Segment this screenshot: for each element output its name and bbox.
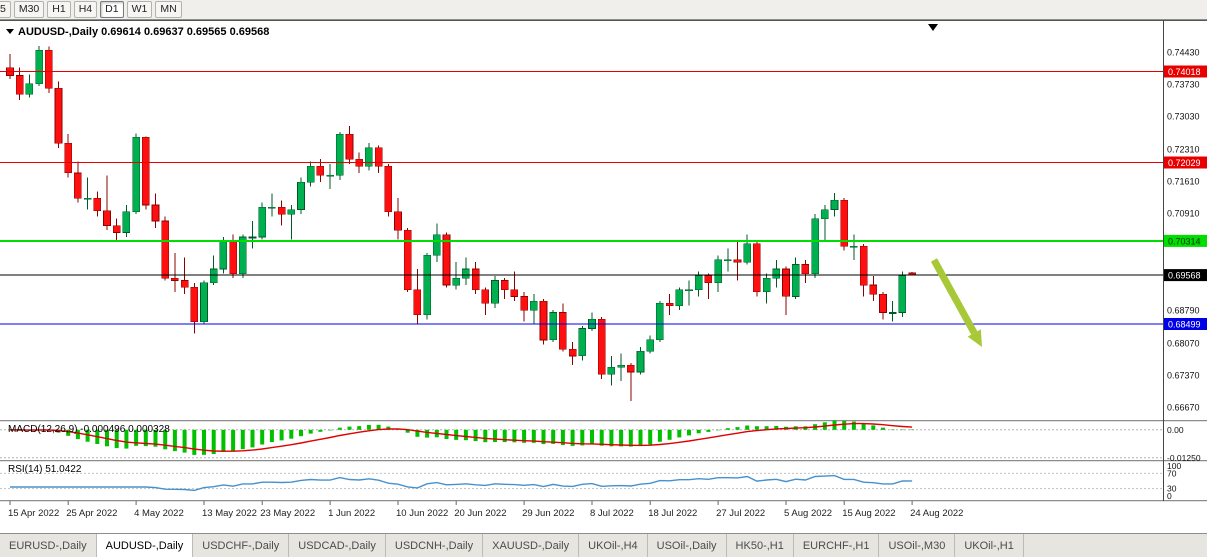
rsi-axis-label: 30 xyxy=(1167,484,1177,494)
trend-arrow-annotation[interactable] xyxy=(930,258,982,347)
macd-histogram xyxy=(8,420,915,455)
price-axis-label: 0.68070 xyxy=(1167,339,1200,349)
timeframe-button-m30[interactable]: M30 xyxy=(13,1,45,18)
current-price-badge-label: 0.69568 xyxy=(1168,271,1201,281)
chart-tab-ukoil-h1[interactable]: UKOil-,H1 xyxy=(955,534,1024,557)
hline-badge-label: 0.70314 xyxy=(1168,236,1201,246)
date-axis-label: 25 Apr 2022 xyxy=(66,508,117,519)
price-axis-label: 0.68790 xyxy=(1167,306,1200,316)
timeframe-button-mn[interactable]: MN xyxy=(155,1,182,18)
chart-tab-audusd-daily[interactable]: AUDUSD-,Daily xyxy=(96,534,194,557)
rsi-axis-label: 70 xyxy=(1167,468,1177,478)
date-axis-label: 15 Apr 2022 xyxy=(8,508,59,519)
price-axis-label: 0.66670 xyxy=(1167,403,1200,413)
timeframe-button-h1[interactable]: H1 xyxy=(47,1,71,18)
date-axis-label: 15 Aug 2022 xyxy=(842,508,895,519)
date-axis-label: 27 Jul 2022 xyxy=(716,508,765,519)
price-axis-label: 0.73030 xyxy=(1167,112,1200,122)
chart-tab-xauusd-daily[interactable]: XAUUSD-,Daily xyxy=(483,534,580,557)
hline-badge xyxy=(1164,318,1207,330)
chart-tab-ukoil-h4[interactable]: UKOil-,H4 xyxy=(579,534,648,557)
price-axis-label: 0.70910 xyxy=(1167,209,1200,219)
date-axis-label: 18 Jul 2022 xyxy=(648,508,697,519)
rsi-axis-label: 0 xyxy=(1167,491,1172,501)
rsi-axis-label: 100 xyxy=(1167,461,1181,471)
hline-badge xyxy=(1164,65,1207,78)
macd-signal-line xyxy=(9,422,913,452)
price-axis-label: 0.74430 xyxy=(1167,48,1200,58)
chart-tab-usdchf-daily[interactable]: USDCHF-,Daily xyxy=(193,534,290,557)
chart-tab-hk50-h1[interactable]: HK50-,H1 xyxy=(726,534,794,557)
price-axis-label: 0.67370 xyxy=(1167,371,1200,381)
hline-badge-label: 0.68499 xyxy=(1168,320,1201,330)
hline-badge xyxy=(1164,234,1207,247)
macd-values: -0.000496 0.000328 xyxy=(80,424,170,435)
timeframe-button-h4[interactable]: H4 xyxy=(73,1,98,18)
rsi-label: RSI(14) 51.0422 xyxy=(8,464,82,475)
date-axis-label: 10 Jun 2022 xyxy=(396,508,448,519)
rsi-line xyxy=(10,474,913,492)
macd-label: MACD(12,26,9) -0.000496 0.000328 xyxy=(8,424,170,435)
price-axis-label: 0.73730 xyxy=(1167,80,1200,90)
macd-axis-label: -0.01250 xyxy=(1167,453,1201,463)
date-axis-label: 13 May 2022 xyxy=(202,508,257,519)
symbol-dropdown-icon[interactable] xyxy=(6,29,14,34)
chart-tab-usoil-daily[interactable]: USOil-,Daily xyxy=(647,534,727,557)
timeframe-toolbar: 5 M30 H1 H4 D1 W1 MN xyxy=(0,0,1207,20)
chart-tab-usdcnh-daily[interactable]: USDCNH-,Daily xyxy=(385,534,484,557)
date-axis-label: 8 Jul 2022 xyxy=(590,508,634,519)
date-axis-label: 20 Jun 2022 xyxy=(454,508,506,519)
chart-tab-usoil-m30[interactable]: USOil-,M30 xyxy=(879,534,956,557)
chart-tab-eurchf-h1[interactable]: EURCHF-,H1 xyxy=(793,534,880,557)
date-axis-label: 29 Jun 2022 xyxy=(522,508,574,519)
date-axis-label: 1 Jun 2022 xyxy=(328,508,375,519)
price-chart[interactable]: 0.74018 0.72029 0.70314 0.68499 0.69568 0.744… xyxy=(0,20,1207,528)
date-axis-label: 23 May 2022 xyxy=(260,508,315,519)
chart-tab-usdcad-daily[interactable]: USDCAD-,Daily xyxy=(289,534,386,557)
chart-ohlc-values: 0.69614 0.69637 0.69565 0.69568 xyxy=(101,26,269,38)
chart-tabs-bar: EURUSD-,Daily AUDUSD-,Daily USDCHF-,Daily U… xyxy=(0,533,1207,557)
candlesticks xyxy=(6,45,916,402)
date-axis-label: 5 Aug 2022 xyxy=(784,508,832,519)
macd-axis-label: 0.00 xyxy=(1167,425,1184,435)
chart-shift-marker-icon[interactable] xyxy=(928,24,938,31)
hline-badge xyxy=(1164,156,1207,169)
hline-badge-label: 0.74018 xyxy=(1168,67,1201,77)
timeframe-button-w1[interactable]: W1 xyxy=(126,1,153,18)
date-axis-label: 24 Aug 2022 xyxy=(910,508,963,519)
timeframe-button-d1[interactable]: D1 xyxy=(100,1,124,18)
current-price-badge xyxy=(1164,269,1207,282)
chart-tab-eurusd-daily[interactable]: EURUSD-,Daily xyxy=(0,534,97,557)
chart-title: AUDUSD-,Daily 0.69614 0.69637 0.69565 0.… xyxy=(18,26,269,38)
rsi-value: 51.0422 xyxy=(45,464,82,475)
date-axis-label: 4 May 2022 xyxy=(134,508,184,519)
price-axis-label: 0.71610 xyxy=(1167,177,1200,187)
hline-badge-label: 0.72029 xyxy=(1168,158,1201,168)
timeframe-button-5[interactable]: 5 xyxy=(0,1,11,18)
price-axis-label: 0.72310 xyxy=(1167,145,1200,155)
